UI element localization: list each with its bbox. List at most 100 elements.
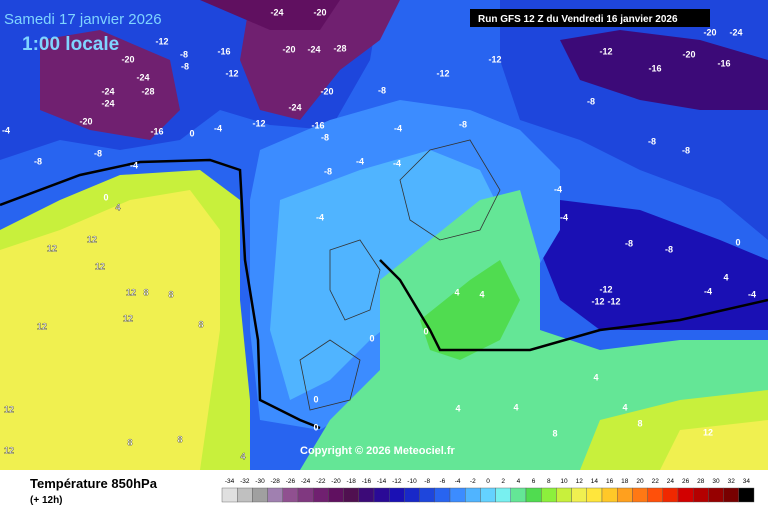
scale-cell	[723, 487, 739, 503]
scale-label: 8	[547, 478, 551, 485]
scale-cell	[738, 487, 755, 503]
temperature-label: -24	[307, 44, 320, 54]
temperature-label: -20	[282, 44, 295, 54]
scale-cell	[236, 487, 253, 503]
temperature-label: 8	[177, 434, 182, 444]
scale-label: -20	[331, 478, 341, 485]
temperature-label: 0	[313, 394, 318, 404]
temperature-label: -8	[648, 136, 656, 146]
temperature-label: 0	[423, 326, 428, 336]
temperature-label: -8	[34, 156, 42, 166]
scale-label: -12	[392, 478, 402, 485]
temperature-label: -12	[225, 68, 238, 78]
temperature-label: -24	[270, 7, 283, 17]
scale-cell	[449, 487, 466, 503]
temperature-label: 4	[454, 287, 459, 297]
scale-label: -10	[407, 478, 417, 485]
scale-label: 26	[682, 478, 690, 485]
scale-cell	[525, 487, 542, 503]
legend-subtitle: (+ 12h)	[30, 495, 63, 506]
temperature-label: -4	[316, 212, 324, 222]
temperature-label: 4	[593, 372, 598, 382]
temperature-label: 12	[37, 321, 47, 331]
temperature-label: -20	[703, 27, 716, 37]
scale-cell	[632, 487, 648, 503]
temperature-label: -28	[333, 43, 346, 53]
temperature-label: 12	[703, 427, 713, 437]
scale-label: -4	[455, 478, 461, 485]
scale-cell	[465, 487, 481, 503]
map-labels: -20 -24 -24 -28 -24 -20 -16 -12 -8 -8 -12 -16 -20 -24…	[2, 7, 756, 461]
scale-label: 28	[697, 478, 705, 485]
temperature-label: -12	[591, 296, 604, 306]
scale-cell	[556, 487, 572, 503]
temperature-label: -28	[141, 86, 154, 96]
scale-cell	[510, 487, 527, 503]
scale-cell	[328, 487, 344, 503]
scale-cell	[313, 487, 329, 503]
temperature-label: -20	[121, 54, 134, 64]
scale-cell	[404, 487, 420, 503]
temperature-label: 8	[198, 319, 203, 329]
temperature-label: 4	[455, 403, 460, 413]
temperature-label: -4	[704, 286, 712, 296]
temperature-label: -8	[181, 61, 189, 71]
temperature-label: 0	[369, 333, 374, 343]
temperature-label: -12	[488, 54, 501, 64]
scale-cell	[541, 487, 557, 503]
temperature-label: -20	[682, 49, 695, 59]
scale-label: -26	[286, 478, 296, 485]
scale-cell	[419, 487, 436, 503]
scale-cell	[662, 487, 679, 503]
scale-cell	[571, 487, 587, 503]
scale-label: 12	[576, 478, 584, 485]
temperature-label: -24	[729, 27, 742, 37]
scale-cell	[282, 487, 299, 503]
temperature-label: -8	[625, 238, 633, 248]
temperature-label: 8	[168, 289, 173, 299]
temperature-label: -4	[748, 289, 756, 299]
temperature-label: 0	[103, 192, 108, 202]
map-background	[0, 0, 768, 470]
temperature-label: 12	[4, 445, 14, 455]
scale-label: -30	[255, 478, 265, 485]
temperature-label: -4	[214, 123, 222, 133]
scale-label: 24	[667, 478, 675, 485]
temperature-label: -8	[587, 96, 595, 106]
temperature-label: -12	[599, 46, 612, 56]
temperature-label: 8	[552, 428, 557, 438]
scale-label: 30	[712, 478, 720, 485]
temperature-label: 0	[189, 128, 194, 138]
temperature-label: 4	[240, 451, 245, 461]
temperature-label: 8	[637, 418, 642, 428]
temperature-label: 4	[479, 289, 484, 299]
temperature-label: -12	[252, 118, 265, 128]
scale-label: -2	[470, 478, 476, 485]
scale-label: 32	[728, 478, 736, 485]
temperature-label: -12	[607, 296, 620, 306]
temperature-label: 12	[87, 234, 97, 244]
scale-cell	[252, 487, 268, 503]
copyright: Copyright © 2026 Meteociel.fr	[300, 445, 456, 457]
temperature-label: -20	[79, 116, 92, 126]
scale-cell	[495, 487, 512, 503]
temperature-label: -4	[393, 158, 401, 168]
temperature-label: -8	[682, 145, 690, 155]
forecast-date: Samedi 17 janvier 2026	[4, 11, 162, 28]
temperature-label: -16	[717, 58, 730, 68]
temperature-label: -20	[313, 7, 326, 17]
scale-label: -14	[377, 478, 387, 485]
scale-label: -22	[316, 478, 326, 485]
temperature-label: -4	[554, 184, 562, 194]
temperature-label: -4	[130, 160, 138, 170]
scale-cell	[647, 487, 663, 503]
temperature-label: -24	[288, 102, 301, 112]
run-info: Run GFS 12 Z du Vendredi 16 janvier 2026	[478, 14, 678, 25]
temperature-label: 0	[313, 422, 318, 432]
temperature-label: -16	[150, 126, 163, 136]
scale-label: -8	[424, 478, 430, 485]
scale-cell	[373, 487, 390, 503]
temperature-label: 12	[4, 404, 14, 414]
temperature-label: 4	[622, 402, 627, 412]
